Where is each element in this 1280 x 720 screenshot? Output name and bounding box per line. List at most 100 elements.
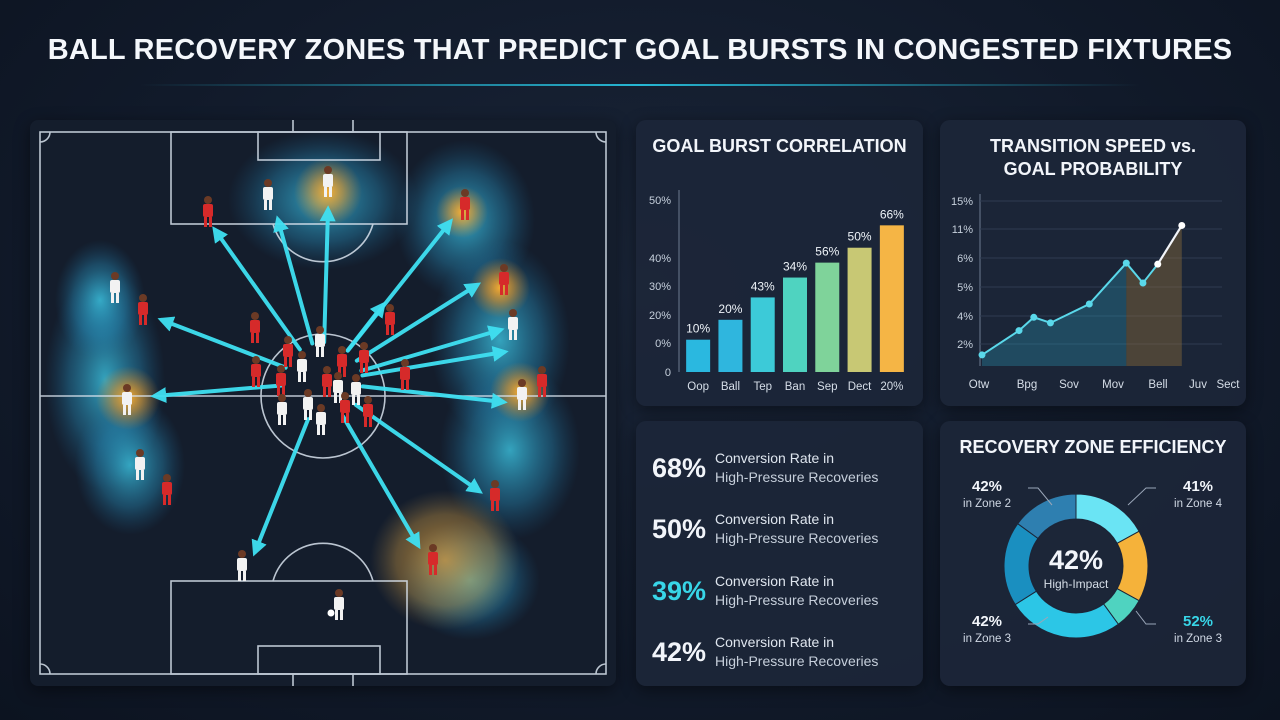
player-white: [316, 404, 326, 435]
series-line-highlight: [1156, 224, 1183, 265]
stat-label-line-1: Conversion Rate in: [715, 450, 835, 466]
y-tick-label: 30%: [649, 281, 671, 293]
recovery-arrow: [360, 384, 508, 409]
leader-line: [1135, 610, 1156, 625]
bar: [783, 277, 807, 372]
x-tick-label: Tep: [753, 381, 772, 393]
player-white: [297, 351, 307, 382]
x-tick-label: Sov: [1059, 379, 1079, 391]
y-tick-label: 4%: [957, 311, 973, 323]
x-tick-label: Bell: [1148, 379, 1167, 391]
stat-value: 68%: [652, 453, 707, 483]
player-red: [537, 366, 547, 397]
leader-line: [1028, 616, 1049, 625]
pitch-heatmap-panel: [30, 120, 616, 686]
data-point: [978, 351, 986, 359]
slice-value-label: 42%: [972, 478, 1002, 495]
player-red: [490, 480, 500, 511]
data-point: [1122, 259, 1130, 267]
player-white: [517, 379, 527, 410]
player-red: [400, 359, 410, 390]
donut-center-value: 42%: [1049, 545, 1103, 575]
stat-row: 39% Conversion Rate in High-Pressure Rec…: [652, 572, 912, 616]
stat-value: 42%: [652, 637, 707, 667]
stat-row: 68% Conversion Rate in High-Pressure Rec…: [652, 449, 912, 493]
y-tick-label: 5%: [957, 282, 973, 294]
player-red: [499, 264, 509, 295]
slice-zone-label: in Zone 3: [963, 633, 1011, 645]
player-red: [162, 474, 172, 505]
conversion-stats-panel: 68% Conversion Rate in High-Pressure Rec…: [636, 421, 923, 686]
bar: [815, 262, 840, 372]
transition-title-line-2: GOAL PROBABILITY: [1003, 159, 1183, 179]
donut-slice: [1017, 493, 1077, 540]
stat-label-line-2: High-Pressure Recoveries: [715, 469, 879, 485]
heat-zone-hotspot: [294, 158, 362, 226]
recovery-arrow: [273, 215, 315, 346]
y-tick-label: 11%: [952, 224, 973, 236]
stat-label: Conversion Rate in High-Pressure Recover…: [715, 633, 878, 671]
x-tick-label: Ban: [785, 381, 805, 393]
y-tick-label: 15%: [951, 196, 973, 208]
slice-value-label: 52%: [1183, 613, 1213, 630]
data-point: [1046, 319, 1054, 327]
bar: [686, 339, 711, 372]
stat-value-highlight: 39%: [652, 576, 707, 606]
pitch-markings: [39, 120, 607, 686]
data-point: [1154, 260, 1162, 268]
x-tick-label: Juv: [1189, 379, 1207, 391]
recovery-zone-efficiency-panel: RECOVERY ZONE EFFICIENCY 42% High-Impact 4…: [940, 421, 1246, 686]
x-tick-label: Bpg: [1017, 379, 1037, 391]
area-fill-amber: [1126, 225, 1182, 366]
stat-row: 50% Conversion Rate in High-Pressure Rec…: [652, 510, 912, 554]
y-tick-label: 40%: [649, 253, 671, 265]
slice-value-label: 42%: [972, 613, 1002, 630]
x-tick-label: Sect: [1216, 379, 1240, 391]
player-red: [337, 346, 347, 377]
transition-speed-panel: TRANSITION SPEED vs. GOAL PROBABILITY 2%…: [940, 120, 1246, 406]
goal-burst-correlation-panel: GOAL BURST CORRELATION 0 0% 20% 30% 40% 50% 10…: [636, 120, 923, 406]
x-tick-label: Oop: [687, 381, 709, 393]
stat-label-line-1: Conversion Rate in: [715, 573, 835, 589]
player-white: [334, 589, 344, 620]
page-title: BALL RECOVERY ZONES THAT PREDICT GOAL BU…: [47, 34, 1233, 66]
player-white: [135, 449, 145, 480]
x-tick-label: Mov: [1102, 379, 1124, 391]
stat-label: Conversion Rate in High-Pressure Recover…: [715, 510, 878, 548]
x-tick-label: Dect: [848, 381, 872, 393]
y-tick-label: 50%: [649, 195, 671, 207]
player-white: [110, 272, 120, 303]
player-red: [251, 356, 261, 387]
stat-label: Conversion Rate in High-Pressure Recover…: [715, 572, 878, 610]
x-tick-label: Otw: [969, 379, 990, 391]
stat-label: Conversion Rate in High-Pressure Recover…: [715, 449, 878, 487]
area-fill-cyan: [982, 263, 1127, 366]
transition-title-line-1: TRANSITION SPEED vs.: [989, 136, 1197, 156]
player-red: [428, 544, 438, 575]
bar: [718, 319, 743, 372]
y-tick-label: 0: [665, 367, 671, 379]
player-red: [385, 304, 395, 335]
y-tick-label: 2%: [957, 339, 973, 351]
recovery-arrow: [157, 316, 288, 370]
player-red: [340, 392, 350, 423]
recovery-arrow: [251, 417, 311, 557]
bar-value-label: 50%: [848, 230, 872, 244]
pitch-heatmap: [39, 120, 607, 686]
stat-value: 50%: [652, 514, 707, 544]
data-point: [1030, 313, 1038, 321]
player-red: [359, 342, 369, 373]
recovery-arrow: [359, 325, 505, 373]
stat-label-line-2: High-Pressure Recoveries: [715, 530, 879, 546]
player-red: [203, 196, 213, 227]
slice-zone-label: in Zone 4: [1174, 498, 1223, 510]
data-point: [1178, 221, 1186, 229]
players: [110, 166, 547, 620]
player-white: [323, 166, 333, 197]
recovery-arrow: [353, 402, 483, 494]
stat-row: 42% Conversion Rate in High-Pressure Rec…: [652, 633, 912, 677]
heat-zone-cyan: [55, 240, 145, 360]
stat-label-line-2: High-Pressure Recoveries: [715, 653, 879, 669]
data-point: [1139, 279, 1147, 287]
heat-zone-cyan: [75, 395, 185, 535]
